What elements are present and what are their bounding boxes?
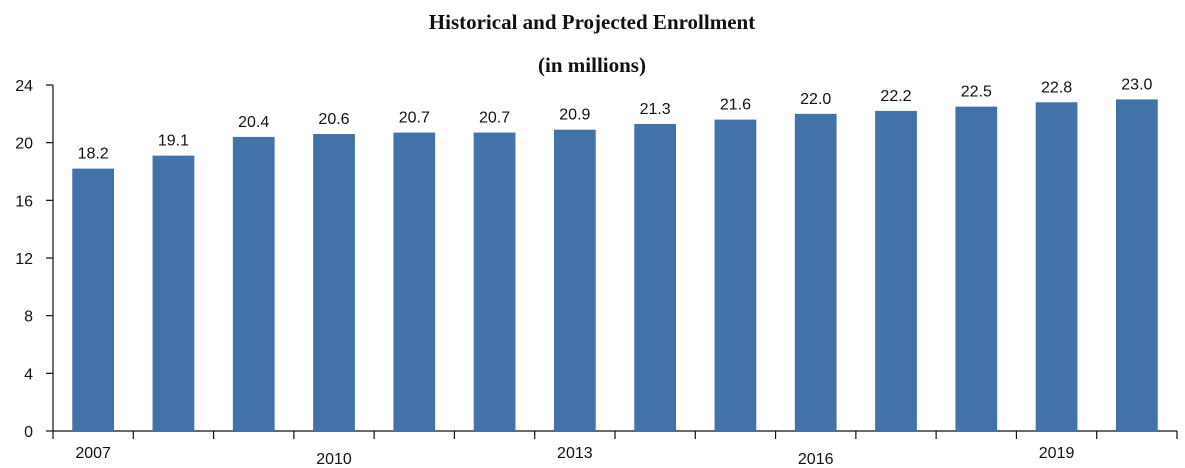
data-label: 23.0 [1121,76,1152,93]
bar-2014 [634,123,677,432]
bar-2020 [1115,99,1158,432]
x-tick-label: 2007 [75,445,111,462]
y-tick-label: 12 [15,251,33,268]
data-label: 21.3 [640,101,671,118]
bar-2007 [72,168,115,431]
y-tick-label: 24 [15,78,33,95]
bar-2016 [794,113,837,431]
data-label: 22.5 [961,84,992,101]
y-tick-label: 8 [24,309,33,326]
data-label: 20.9 [559,107,590,124]
y-tick-label: 4 [24,366,33,383]
x-tick-label: 2016 [798,451,834,468]
data-label: 22.2 [880,88,911,105]
data-label: 18.2 [78,146,109,163]
chart-subtitle: (in millions) [538,53,646,77]
bar-2019 [1035,102,1078,432]
bar-2015 [714,119,757,431]
y-tick-label: 20 [15,136,33,153]
bar-2009 [232,136,275,431]
y-axis: 0 4 8 12 16 20 24 [15,78,54,441]
bar-2010 [313,134,355,431]
data-label: 20.7 [399,110,430,127]
data-label: 20.7 [479,110,510,127]
data-label: 20.4 [238,114,269,131]
bar-2011 [393,132,436,431]
bar-2017 [875,110,917,431]
y-tick-label: 0 [24,424,33,441]
bar-2013 [553,129,596,432]
data-label: 20.6 [318,111,349,128]
bar-2012 [473,132,516,431]
data-label: 21.6 [720,97,751,114]
x-tick-label: 2013 [557,445,593,462]
bar-2008 [152,155,195,431]
data-label: 22.8 [1041,79,1072,96]
value-labels: 18.2 19.1 20.4 20.6 20.7 20.7 20.9 21.3 21.6 22.0… [78,76,1153,162]
data-label: 19.1 [158,133,189,150]
x-tick-label: 2019 [1039,445,1075,462]
x-tick-label: 2010 [316,451,352,468]
bar-2018 [955,106,998,431]
x-axis: 2007 2010 2013 2016 2019 [52,430,1178,468]
y-tick-label: 16 [15,193,33,210]
chart-title: Historical and Projected Enrollment [429,10,755,34]
data-label: 22.0 [800,91,831,108]
bars [72,99,1158,432]
